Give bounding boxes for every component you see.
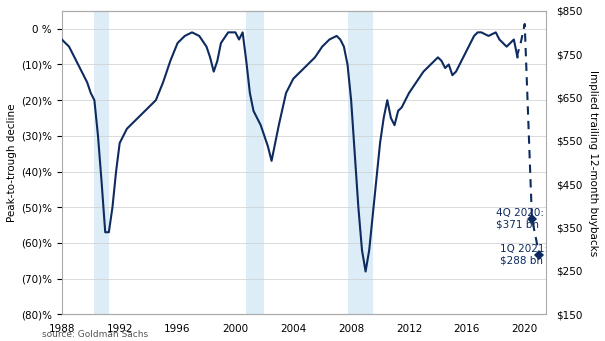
Bar [94,11,109,314]
Text: 4Q 2020:
$371 bn: 4Q 2020: $371 bn [495,208,544,229]
Text: 1Q 2021:
$288 bn: 1Q 2021: $288 bn [500,244,548,265]
Text: source: Goldman Sachs: source: Goldman Sachs [42,330,148,339]
Bar [246,11,264,314]
Bar [347,11,373,314]
Y-axis label: Peak-to-trough decline: Peak-to-trough decline [7,103,17,222]
Y-axis label: Implied trailing 12-month buybacks: Implied trailing 12-month buybacks [588,70,598,256]
